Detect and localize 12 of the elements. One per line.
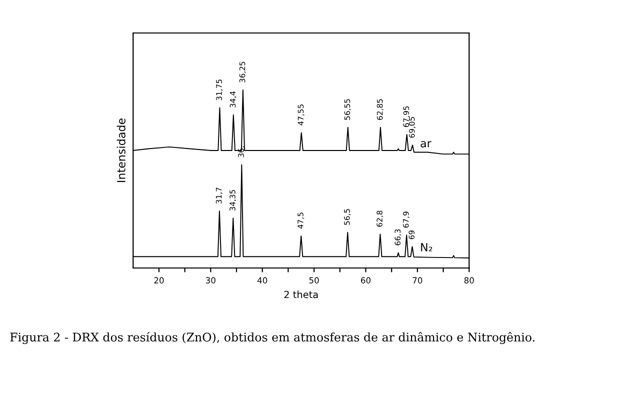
x-tick-label: 50 — [309, 277, 319, 284]
text: Figura 2 - DRX dos resíduos (ZnO), obtidos em atmosferas de ar dinâmico e Nitrogênio. — [10, 332, 534, 344]
x-axis-title: 2 theta — [284, 290, 318, 298]
x-tick-label: 20 — [154, 277, 164, 284]
series-label: ar — [420, 141, 432, 148]
x-tick-label: 60 — [361, 277, 370, 284]
series-label: N₂ — [421, 243, 432, 252]
y-axis-title: Intensidade — [116, 118, 126, 182]
x-tick-label: 80 — [464, 277, 474, 284]
x-tick-label: 70 — [412, 277, 422, 284]
x-tick-label: 40 — [257, 277, 268, 284]
x-tick-label: 30 — [206, 277, 216, 284]
